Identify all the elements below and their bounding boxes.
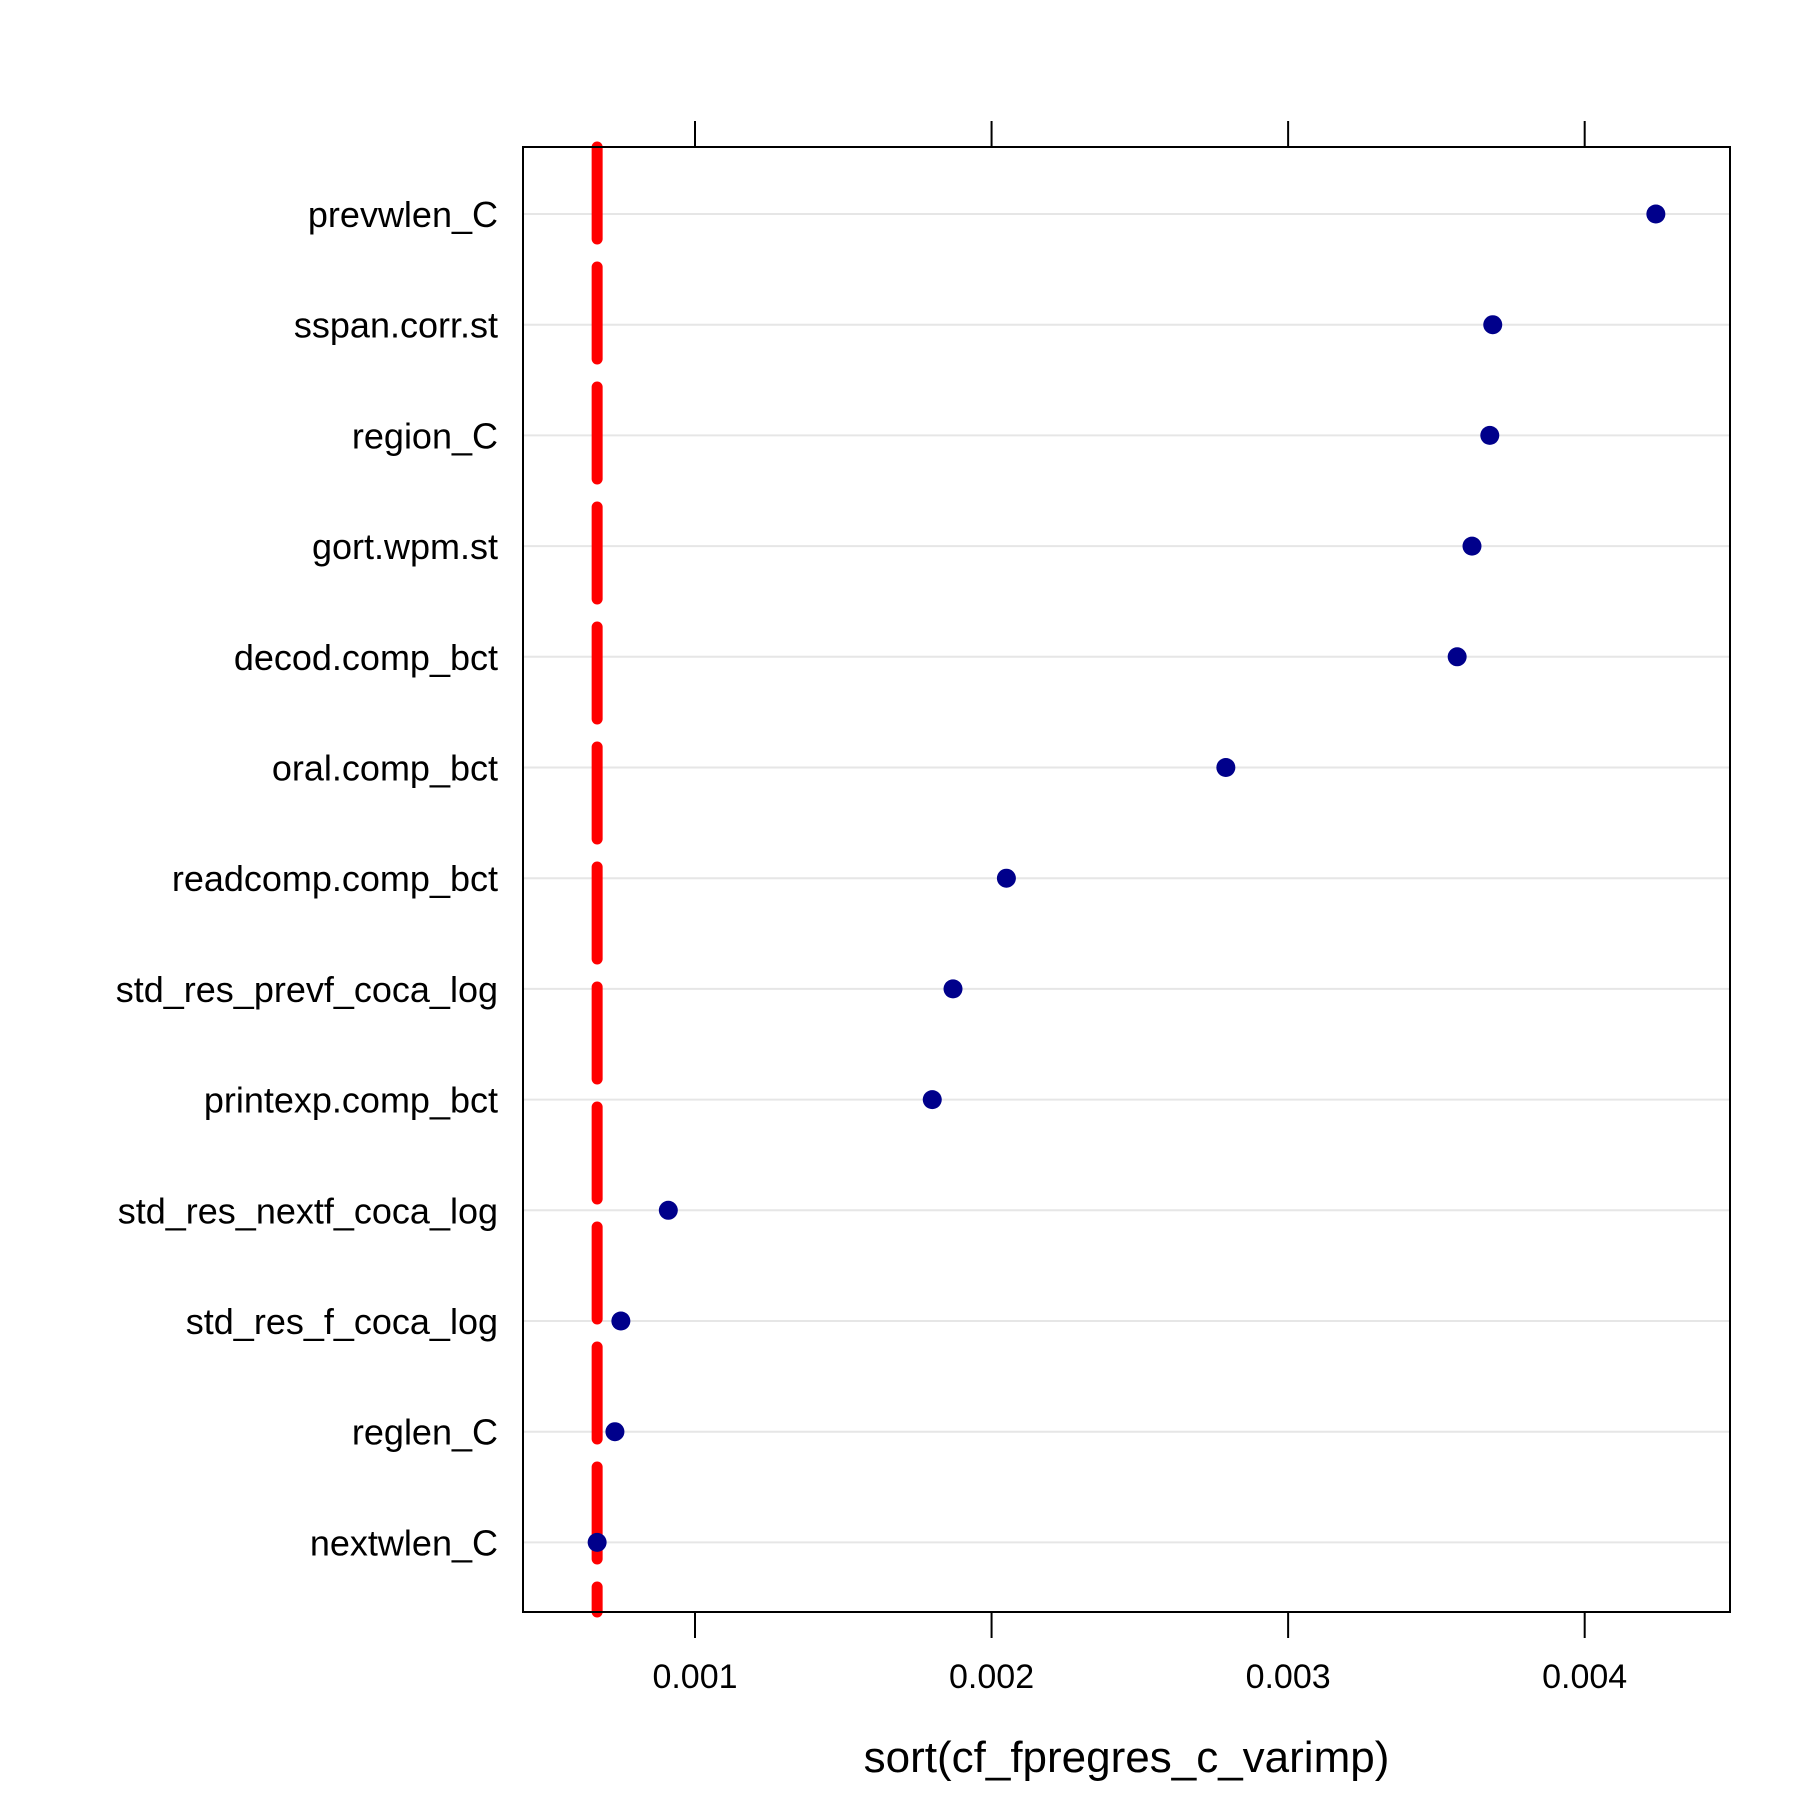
- y-tick-label: printexp.comp_bct: [204, 1080, 498, 1121]
- axis-ticks: [694, 121, 1586, 1638]
- grid-lines: [523, 213, 1730, 1544]
- y-tick-label: region_C: [352, 415, 498, 456]
- plot-frame: [522, 146, 1731, 1613]
- data-point: [1646, 204, 1666, 224]
- y-tick-label: gort.wpm.st: [312, 526, 498, 567]
- data-point: [605, 1422, 625, 1442]
- y-tick-label: prevwlen_C: [308, 194, 498, 235]
- x-tick-label: 0.003: [1246, 1658, 1331, 1696]
- y-tick-label: reglen_C: [352, 1412, 498, 1453]
- y-tick-label: decod.comp_bct: [234, 637, 498, 678]
- data-point: [1447, 647, 1467, 667]
- y-tick-label: std_res_nextf_coca_log: [118, 1190, 498, 1231]
- data-point: [1462, 536, 1482, 556]
- y-tick-label: sspan.corr.st: [294, 305, 498, 346]
- y-tick-label: nextwlen_C: [310, 1522, 498, 1563]
- data-point: [1480, 425, 1500, 445]
- data-point: [1483, 315, 1503, 335]
- data-point: [658, 1200, 678, 1220]
- data-point: [611, 1311, 631, 1331]
- y-tick-label: readcomp.comp_bct: [172, 858, 498, 899]
- y-axis-labels: prevwlen_C sspan.corr.st region_C gort.wpm.…: [116, 194, 498, 1563]
- data-point: [1216, 758, 1236, 777]
- x-tick-label: 0.004: [1542, 1658, 1627, 1696]
- data-points: [587, 204, 1666, 1552]
- y-tick-label: oral.comp_bct: [272, 748, 498, 789]
- x-tick-label: 0.002: [949, 1658, 1034, 1696]
- x-axis-tick-labels: 0.001 0.002 0.003 0.004: [652, 1658, 1627, 1696]
- data-point: [996, 868, 1016, 888]
- data-point: [587, 1532, 607, 1552]
- data-point: [943, 979, 963, 999]
- data-point: [922, 1090, 942, 1110]
- y-tick-label: std_res_f_coca_log: [186, 1301, 498, 1342]
- x-axis-title: sort(cf_fpregres_c_varimp): [864, 1733, 1390, 1782]
- y-tick-label: std_res_prevf_coca_log: [116, 969, 498, 1010]
- x-tick-label: 0.001: [652, 1658, 737, 1696]
